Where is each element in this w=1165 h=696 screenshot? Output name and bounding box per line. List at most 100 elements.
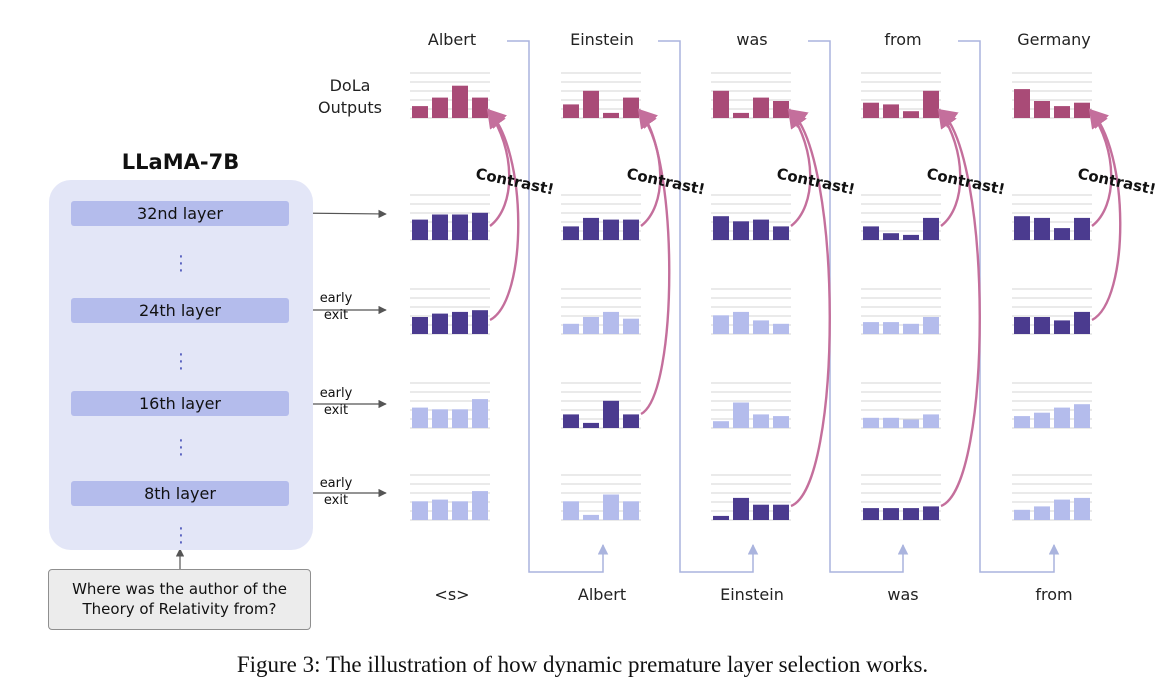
vertical-ellipsis-icon: · · · bbox=[177, 517, 185, 553]
bar-layer24-5-3 bbox=[1054, 320, 1070, 334]
bar-layer16-4-2 bbox=[883, 417, 899, 428]
bar-layer32-4-1 bbox=[863, 226, 879, 240]
bar-layer32-4-3 bbox=[903, 234, 919, 240]
exit-text: exit bbox=[323, 403, 349, 418]
output-token-5: Germany bbox=[1017, 30, 1091, 49]
exit-text: exit bbox=[323, 493, 349, 508]
bar-output-2-3 bbox=[603, 112, 619, 118]
bar-output-4-4 bbox=[923, 90, 939, 118]
bar-layer24-1-1 bbox=[412, 317, 428, 334]
early-text: early bbox=[319, 291, 353, 306]
bar-layer24-1-3 bbox=[452, 311, 468, 334]
layer-16-box: 16th layer bbox=[71, 391, 289, 416]
bar-layer8-5-2 bbox=[1034, 506, 1050, 520]
bar-layer16-5-3 bbox=[1054, 407, 1070, 428]
bar-layer16-4-3 bbox=[903, 419, 919, 428]
bar-layer32-4-4 bbox=[923, 217, 939, 240]
bar-layer16-5-2 bbox=[1034, 412, 1050, 428]
bar-layer32-1-2 bbox=[432, 214, 448, 240]
bar-layer8-1-1 bbox=[412, 501, 428, 520]
bar-layer8-3-3 bbox=[753, 504, 769, 520]
layer-24-box: 24th layer bbox=[71, 298, 289, 323]
input-token-5: from bbox=[1035, 585, 1073, 604]
input-question-box: Where was the author of the Theory of Re… bbox=[48, 569, 311, 630]
bar-layer32-2-2 bbox=[583, 217, 599, 240]
bar-layer8-3-2 bbox=[733, 497, 749, 520]
bar-output-2-2 bbox=[583, 90, 599, 118]
bar-layer8-1-3 bbox=[452, 501, 468, 520]
bar-layer16-1-3 bbox=[452, 409, 468, 428]
dola-label-line-2: Outputs bbox=[318, 98, 382, 117]
token-connectors bbox=[507, 40, 1060, 573]
bar-layer8-4-3 bbox=[903, 508, 919, 520]
bar-layer8-5-4 bbox=[1074, 497, 1090, 520]
bar-layer16-2-3 bbox=[603, 400, 619, 428]
early-exit-label-16: early exit bbox=[312, 385, 360, 419]
bar-output-5-2 bbox=[1034, 101, 1050, 118]
bar-layer32-3-3 bbox=[753, 219, 769, 240]
layer-8-box: 8th layer bbox=[71, 481, 289, 506]
bar-output-3-4 bbox=[773, 101, 789, 118]
bar-output-4-1 bbox=[863, 102, 879, 118]
bar-layer16-1-2 bbox=[432, 409, 448, 428]
bar-layer32-3-1 bbox=[713, 216, 729, 240]
vertical-ellipsis-icon: · · · bbox=[177, 343, 185, 379]
bar-layer8-1-4 bbox=[472, 491, 488, 520]
output-token-4: from bbox=[884, 30, 922, 49]
bar-layer24-2-3 bbox=[603, 311, 619, 334]
bar-layer24-3-1 bbox=[713, 315, 729, 334]
bar-layer32-1-1 bbox=[412, 219, 428, 240]
bar-output-1-1 bbox=[412, 106, 428, 118]
bar-layer8-4-4 bbox=[923, 506, 939, 520]
bar-layer16-2-4 bbox=[623, 414, 639, 428]
bar-output-1-2 bbox=[432, 97, 448, 118]
bar-output-3-1 bbox=[713, 90, 729, 118]
question-line-2: Theory of Relativity from? bbox=[82, 600, 277, 618]
vertical-ellipsis-icon: · · · bbox=[177, 245, 185, 281]
bar-output-2-4 bbox=[623, 97, 639, 118]
bar-layer24-4-2 bbox=[883, 322, 899, 334]
bar-layer24-3-2 bbox=[733, 311, 749, 334]
token-connector-4 bbox=[958, 40, 1060, 573]
output-token-2: Einstein bbox=[570, 30, 634, 49]
bar-output-3-2 bbox=[733, 112, 749, 118]
bar-layer16-3-2 bbox=[733, 402, 749, 428]
bar-layer8-2-3 bbox=[603, 494, 619, 520]
bar-layer8-4-1 bbox=[863, 508, 879, 520]
bar-layer24-4-4 bbox=[923, 317, 939, 334]
bar-layer16-2-1 bbox=[563, 414, 579, 428]
contrast-arrows: Contrast! Contrast! Contrast! Contrast! Cont… bbox=[474, 108, 1158, 508]
dola-label-line-1: DoLa bbox=[329, 76, 371, 95]
early-exit-label-8: early exit bbox=[312, 475, 360, 509]
bar-layer32-1-4 bbox=[472, 212, 488, 240]
bar-layer32-2-4 bbox=[623, 219, 639, 240]
bar-layer8-2-2 bbox=[583, 514, 599, 520]
bar-layer8-2-1 bbox=[563, 501, 579, 520]
input-token-2: Albert bbox=[577, 585, 627, 604]
bar-layer32-5-3 bbox=[1054, 228, 1070, 240]
contrast-label: Contrast! bbox=[1076, 164, 1158, 198]
bar-layer16-4-1 bbox=[863, 417, 879, 428]
bar-grids bbox=[410, 72, 1092, 521]
bar-charts bbox=[412, 85, 1090, 520]
bar-output-1-4 bbox=[472, 97, 488, 118]
bar-layer24-4-1 bbox=[863, 322, 879, 334]
contrast-arrow-5-layer24 bbox=[1088, 108, 1122, 322]
token-connector-3 bbox=[808, 40, 909, 573]
bar-layer24-5-4 bbox=[1074, 311, 1090, 334]
bar-layer32-4-2 bbox=[883, 233, 899, 240]
contrast-label: Contrast! bbox=[474, 164, 556, 198]
token-connector-2 bbox=[658, 40, 759, 573]
early-exit-label-24: early exit bbox=[312, 290, 360, 324]
bar-layer24-3-3 bbox=[753, 320, 769, 334]
contrast-arrow-2-layer16 bbox=[637, 108, 671, 416]
bar-output-5-4 bbox=[1074, 102, 1090, 118]
figure-caption: Figure 3: The illustration of how dynami… bbox=[236, 652, 929, 677]
bar-layer32-3-2 bbox=[733, 221, 749, 240]
bar-layer16-3-3 bbox=[753, 414, 769, 428]
bar-layer16-2-2 bbox=[583, 422, 599, 428]
contrast-arrow-3-layer8 bbox=[787, 108, 831, 508]
contrast-arrow-1-layer24 bbox=[486, 108, 520, 322]
bar-layer8-5-3 bbox=[1054, 499, 1070, 520]
